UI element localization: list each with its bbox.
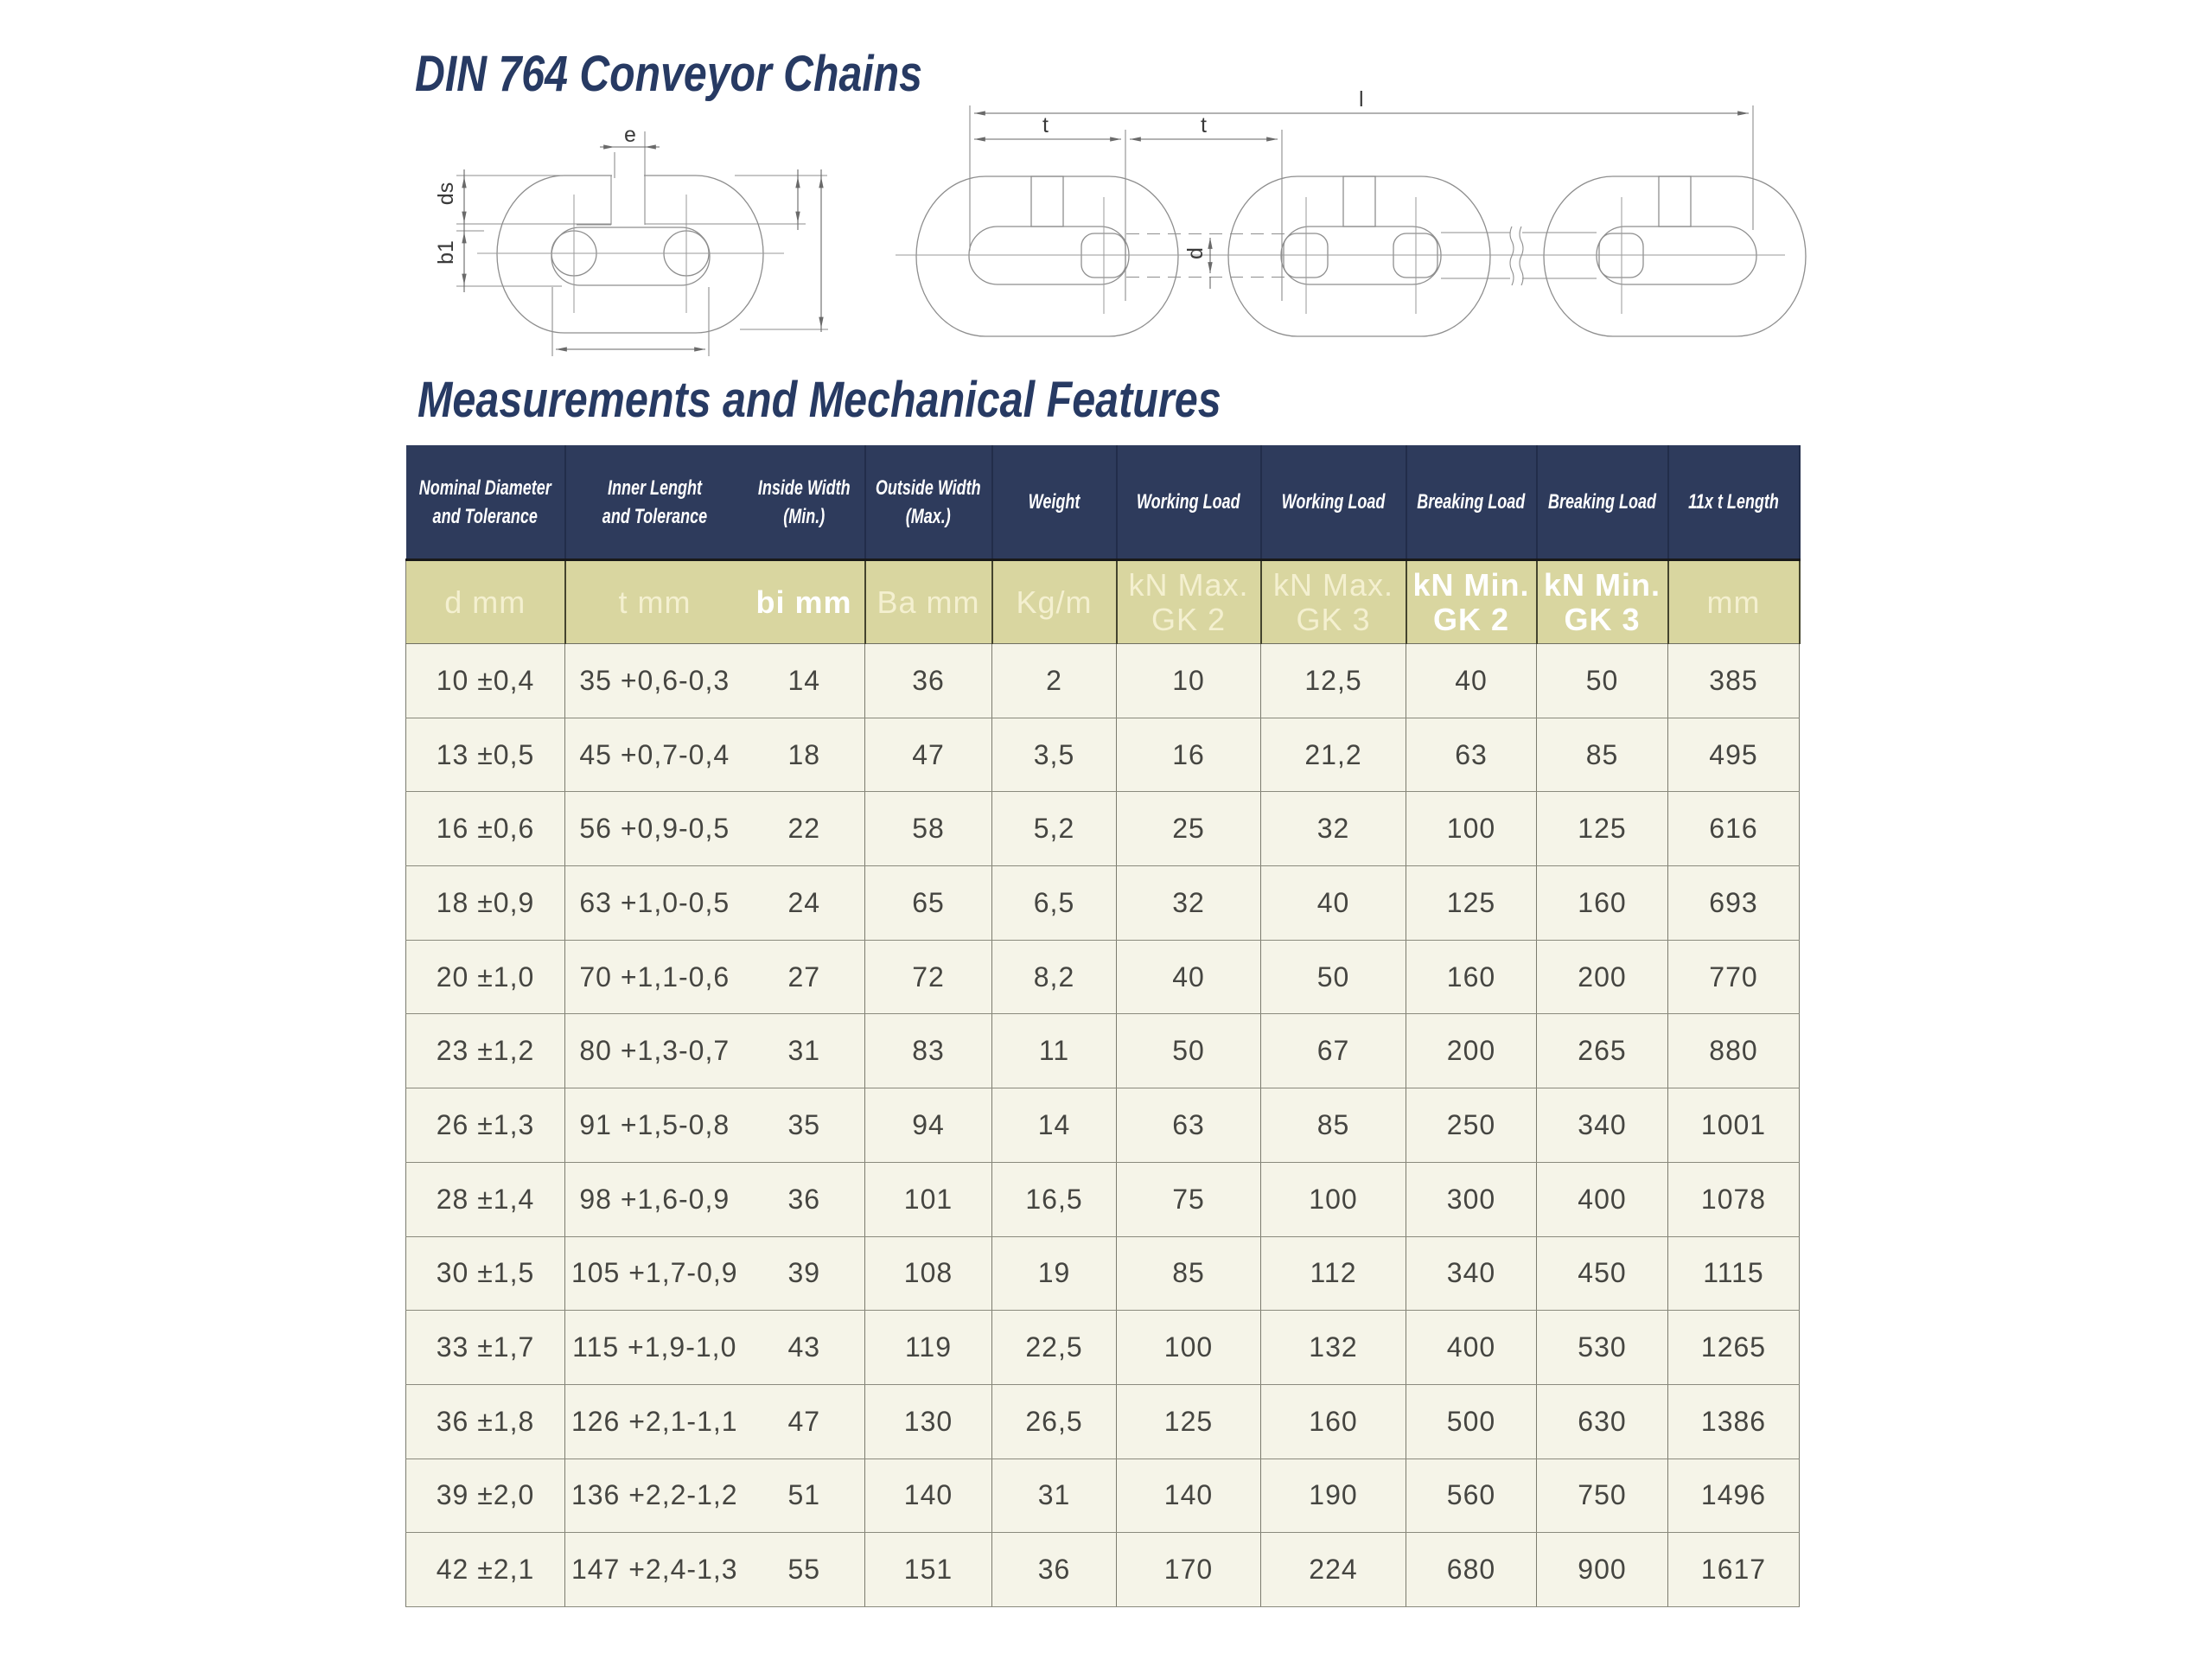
svg-text:l: l [1359, 87, 1364, 112]
svg-text:t: t [1201, 113, 1207, 137]
svg-text:d: d [1183, 247, 1208, 259]
svg-text:ds: ds [434, 182, 458, 205]
svg-text:t: t [1042, 113, 1049, 137]
svg-text:b1: b1 [434, 240, 458, 265]
svg-text:e: e [624, 123, 636, 147]
